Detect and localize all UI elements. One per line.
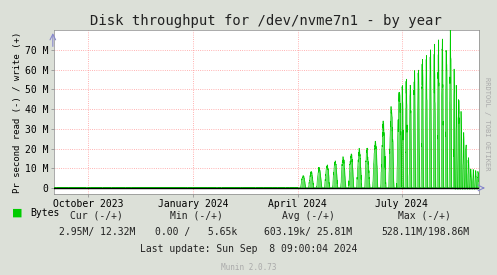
Text: Cur (-/+): Cur (-/+) (71, 211, 123, 221)
Text: ■: ■ (12, 208, 23, 218)
Text: 603.19k/ 25.81M: 603.19k/ 25.81M (264, 227, 352, 237)
Y-axis label: Pr second read (-) / write (+): Pr second read (-) / write (+) (13, 31, 22, 193)
Text: Max (-/+): Max (-/+) (399, 211, 451, 221)
Text: 0.00 /   5.65k: 0.00 / 5.65k (155, 227, 238, 237)
Text: Avg (-/+): Avg (-/+) (282, 211, 334, 221)
Title: Disk throughput for /dev/nvme7n1 - by year: Disk throughput for /dev/nvme7n1 - by ye… (90, 14, 442, 28)
Text: Bytes: Bytes (30, 208, 59, 218)
Text: 528.11M/198.86M: 528.11M/198.86M (381, 227, 469, 237)
Text: Munin 2.0.73: Munin 2.0.73 (221, 263, 276, 272)
Text: Min (-/+): Min (-/+) (170, 211, 223, 221)
Text: Last update: Sun Sep  8 09:00:04 2024: Last update: Sun Sep 8 09:00:04 2024 (140, 244, 357, 254)
Text: RRDTOOL / TOBI OETIKER: RRDTOOL / TOBI OETIKER (484, 77, 490, 170)
Text: 2.95M/ 12.32M: 2.95M/ 12.32M (59, 227, 135, 237)
